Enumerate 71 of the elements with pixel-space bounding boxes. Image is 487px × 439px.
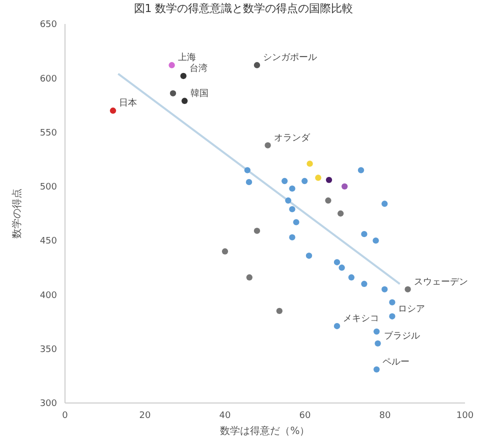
annotation: 台湾 — [189, 62, 208, 74]
point — [289, 186, 296, 192]
annotation: スウェーデン — [414, 277, 468, 288]
y-tick-label: 300 — [40, 399, 58, 410]
point — [110, 108, 116, 114]
point — [315, 174, 322, 181]
x-tick-label: 80 — [379, 411, 391, 421]
point — [254, 228, 260, 234]
point — [325, 197, 332, 204]
y-tick-label: 400 — [40, 290, 58, 301]
annotation: 上海 — [178, 52, 196, 64]
point — [276, 308, 282, 314]
y-tick-label: 600 — [40, 74, 58, 84]
point — [306, 252, 312, 259]
point — [302, 178, 308, 184]
y-tick-label: 550 — [40, 128, 58, 138]
x-axis-title: 数学は得意だ（%） — [220, 425, 310, 437]
y-tick-label: 350 — [40, 345, 58, 356]
point — [389, 299, 396, 306]
annotation: ペルー — [382, 357, 410, 368]
point — [358, 167, 364, 174]
point — [170, 90, 176, 96]
point — [282, 178, 288, 184]
point — [348, 274, 354, 280]
point — [334, 259, 340, 266]
annotation: シンガポール — [263, 53, 317, 64]
point — [246, 274, 252, 280]
point — [338, 264, 345, 271]
annotation: 日本 — [119, 98, 137, 109]
point — [361, 280, 368, 287]
point — [342, 183, 348, 190]
annotation: オランダ — [274, 132, 311, 144]
point — [361, 230, 368, 238]
annotation: ロシア — [398, 304, 426, 314]
y-tick-label: 650 — [40, 20, 58, 30]
point — [180, 72, 186, 80]
point — [374, 328, 380, 335]
point — [382, 286, 388, 292]
point — [222, 248, 228, 254]
y-tick-label: 500 — [40, 182, 58, 193]
x-tick-label: 100 — [456, 411, 474, 421]
x-tick-label: 0 — [62, 411, 68, 421]
point — [404, 286, 411, 292]
annotation: 韓国 — [190, 88, 209, 99]
point — [326, 176, 332, 184]
x-tick-label: 40 — [219, 411, 231, 421]
y-axis-title: 数学の得点 — [11, 188, 23, 238]
point — [389, 313, 396, 320]
y-tick-label: 450 — [40, 236, 58, 247]
point — [289, 206, 296, 212]
point — [168, 62, 175, 68]
point — [285, 197, 292, 204]
point — [293, 219, 300, 226]
point — [334, 323, 340, 330]
point — [264, 142, 271, 148]
point — [306, 160, 313, 167]
annotation: ブラジル — [384, 330, 420, 342]
chart-title: 図1 数学の得意意識と数学の得点の国際比較 — [134, 2, 354, 15]
point — [374, 366, 380, 373]
x-tick-label: 60 — [299, 411, 311, 421]
point — [289, 234, 296, 240]
point — [372, 237, 379, 244]
point — [182, 98, 188, 104]
annotation: メキシコ — [343, 314, 379, 324]
point — [254, 62, 260, 68]
point — [338, 210, 344, 217]
point — [382, 200, 388, 207]
point — [246, 179, 252, 186]
x-tick-label: 20 — [139, 411, 151, 421]
point — [374, 340, 381, 347]
point — [244, 167, 250, 174]
